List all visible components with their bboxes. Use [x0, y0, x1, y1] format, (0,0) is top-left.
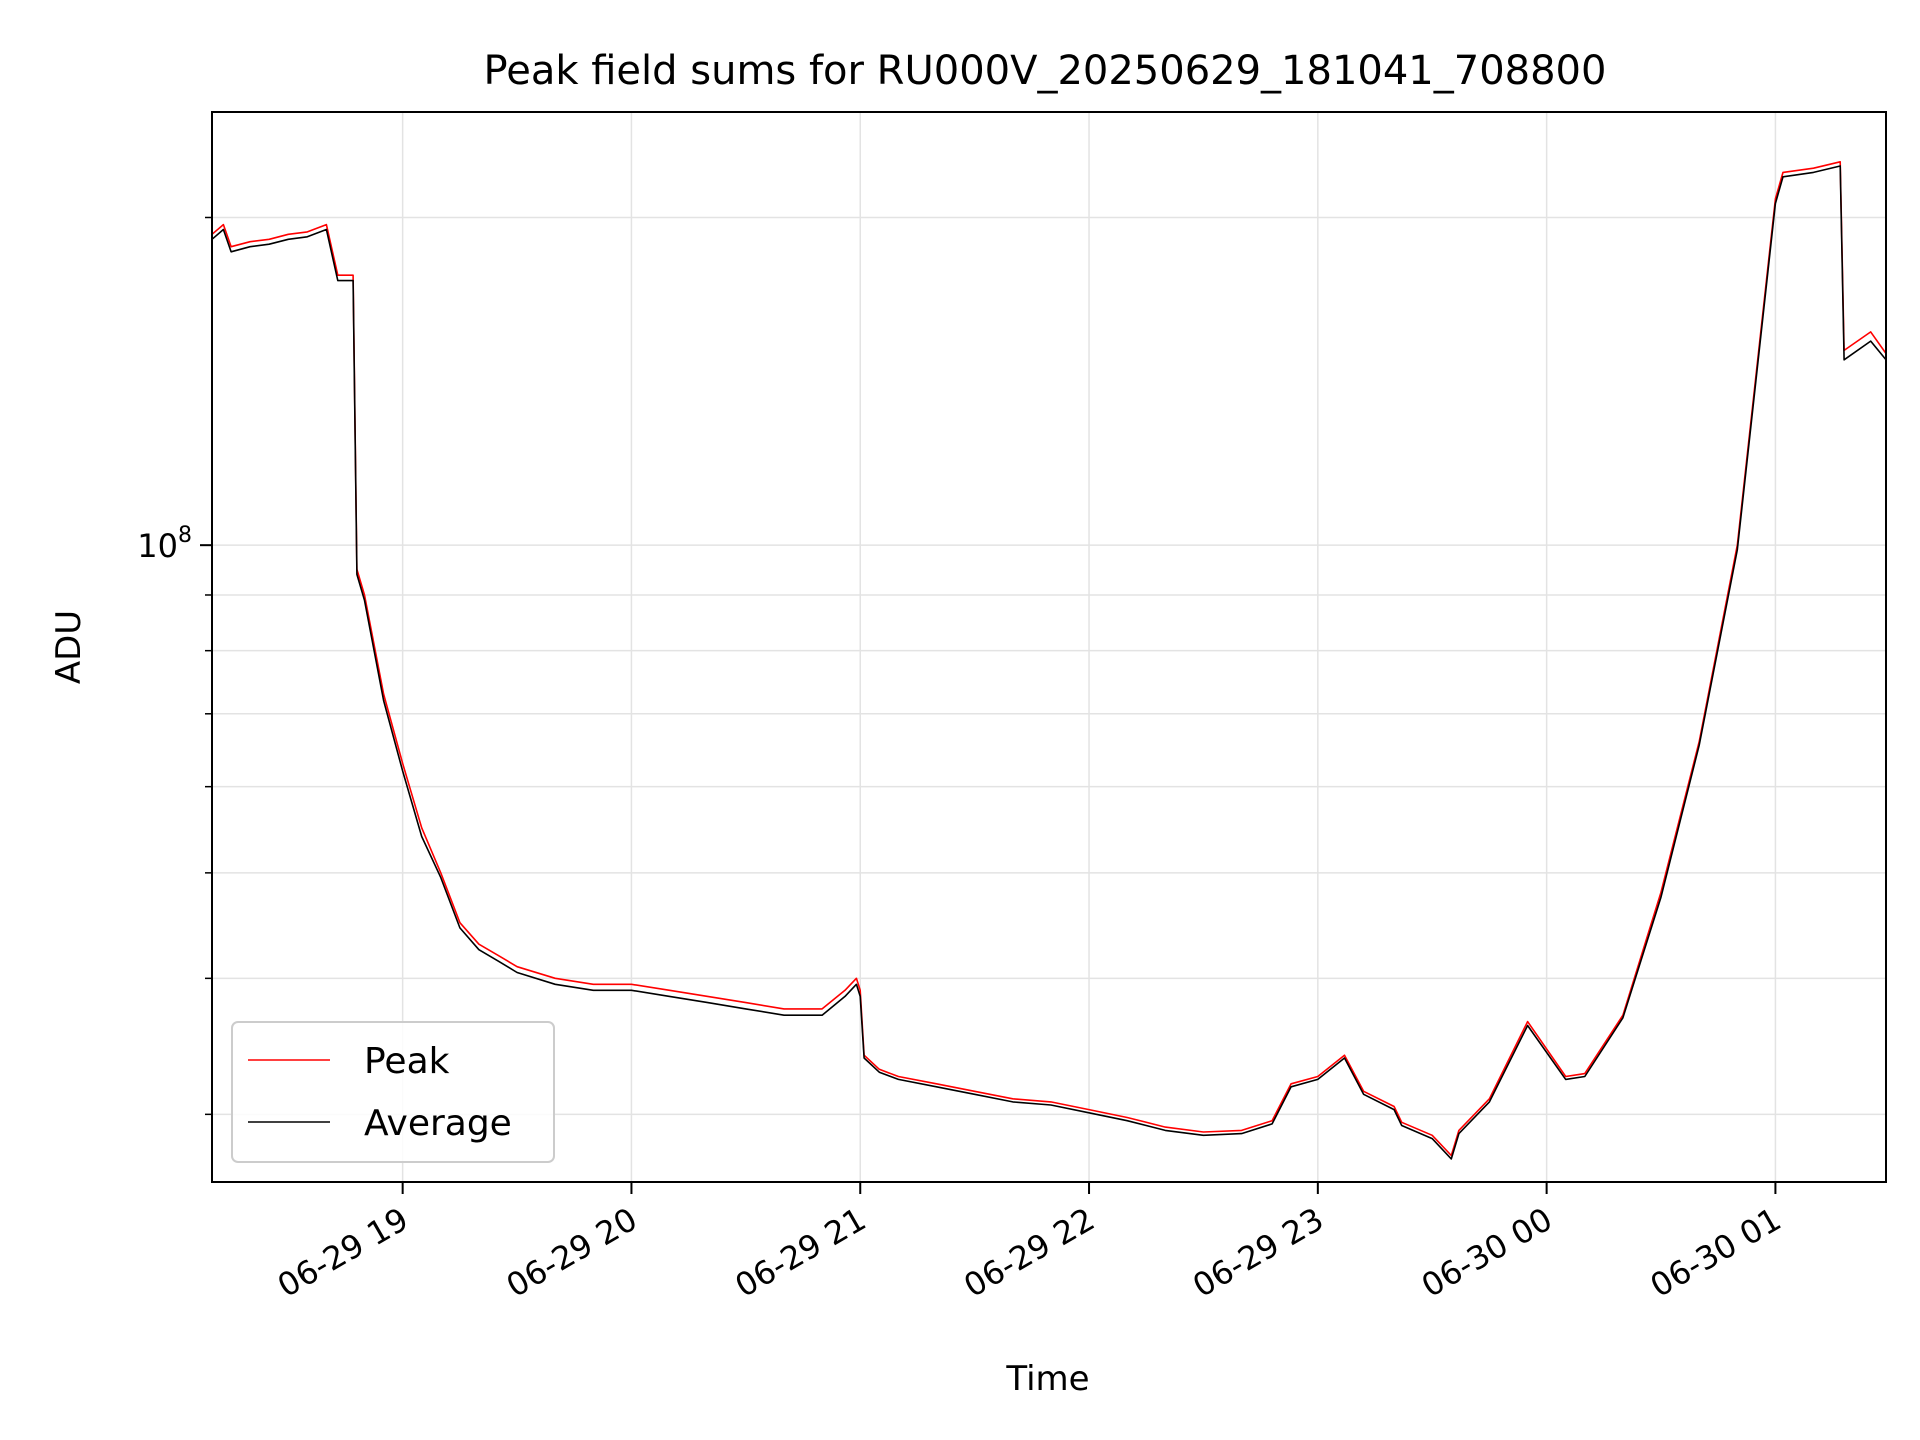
- plot-frame: [211, 111, 1887, 1183]
- plot-area: [211, 161, 1887, 1160]
- chart-title: Peak field sums for RU000V_20250629_1810…: [484, 48, 1607, 94]
- legend-box: [231, 1021, 555, 1163]
- y-axis: 108: [137, 216, 212, 1116]
- x-axis-label: Time: [1005, 1359, 1089, 1399]
- grid: [212, 112, 1886, 1182]
- series-line-peak: [211, 161, 1887, 1157]
- y-tick-label-base: 10: [137, 527, 178, 565]
- y-tick-label-exponent: 8: [178, 523, 192, 548]
- legend-label-peak: Peak: [364, 1041, 450, 1082]
- series-line-average: [211, 165, 1887, 1160]
- legend: Peak Average: [231, 1021, 555, 1163]
- legend-label-average: Average: [364, 1103, 512, 1144]
- y-axis-label: ADU: [49, 610, 89, 684]
- y-tick-label: 108: [137, 523, 192, 565]
